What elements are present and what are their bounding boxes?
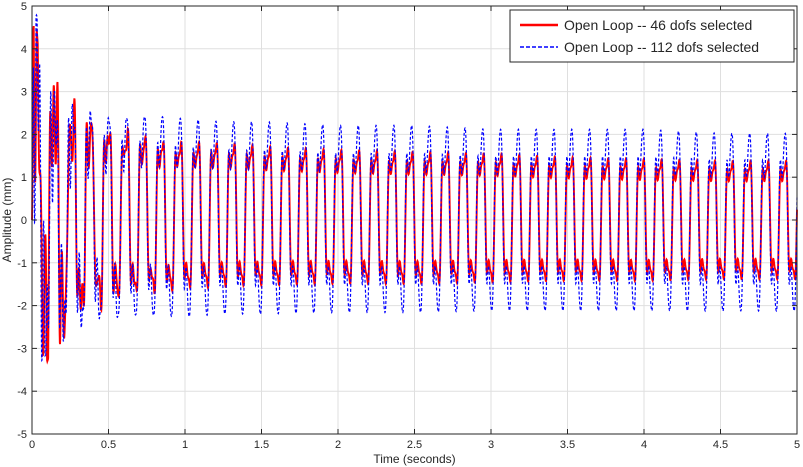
y-tick-label: 3: [21, 87, 27, 99]
x-tick-label: 4.5: [713, 439, 728, 451]
y-tick-label: -3: [17, 343, 27, 355]
x-tick-label: 2: [335, 439, 341, 451]
y-tick-label: -5: [17, 429, 27, 441]
axes: [31, 5, 798, 435]
y-tick-label: 1: [21, 172, 27, 184]
y-tick-label: 4: [21, 44, 27, 56]
y-tick-label: 2: [21, 129, 27, 141]
legend-label-112-dofs: Open Loop -- 112 dofs selected: [564, 39, 759, 55]
x-tick-label: 3: [488, 439, 494, 451]
series-group: [31, 13, 798, 365]
y-tick-label: 5: [21, 1, 27, 13]
x-tick-label: 4: [641, 439, 647, 451]
y-axis-label: Amplitude (mm): [0, 178, 14, 263]
tick-labels: 0 0.5 1 1.5 2 2.5 3 3.5 4 4.5 5 5 4 3 2 1 0 -1 -2 -3 -4 -5: [17, 1, 800, 451]
x-tick-label: 1: [182, 439, 188, 451]
y-tick-label: -2: [17, 301, 27, 313]
x-tick-label: 2.5: [407, 439, 422, 451]
x-tick-label: 5: [794, 439, 800, 451]
legend-label-46-dofs: Open Loop -- 46 dofs selected: [564, 17, 752, 33]
y-tick-label: -1: [17, 258, 27, 270]
legend-box: [509, 9, 795, 63]
x-tick-label: 0: [29, 439, 35, 451]
series-line-112-dofs: [31, 13, 798, 363]
legend: Open Loop -- 46 dofs selected Open Loop …: [509, 9, 795, 63]
x-tick-label: 3.5: [560, 439, 575, 451]
x-tick-label: 1.5: [254, 439, 269, 451]
x-tick-label: 0.5: [101, 439, 116, 451]
y-tick-label: -4: [17, 386, 27, 398]
y-tick-label: 0: [21, 215, 27, 227]
plot-frame: [31, 5, 798, 435]
x-axis-label: Time (seconds): [373, 452, 455, 466]
